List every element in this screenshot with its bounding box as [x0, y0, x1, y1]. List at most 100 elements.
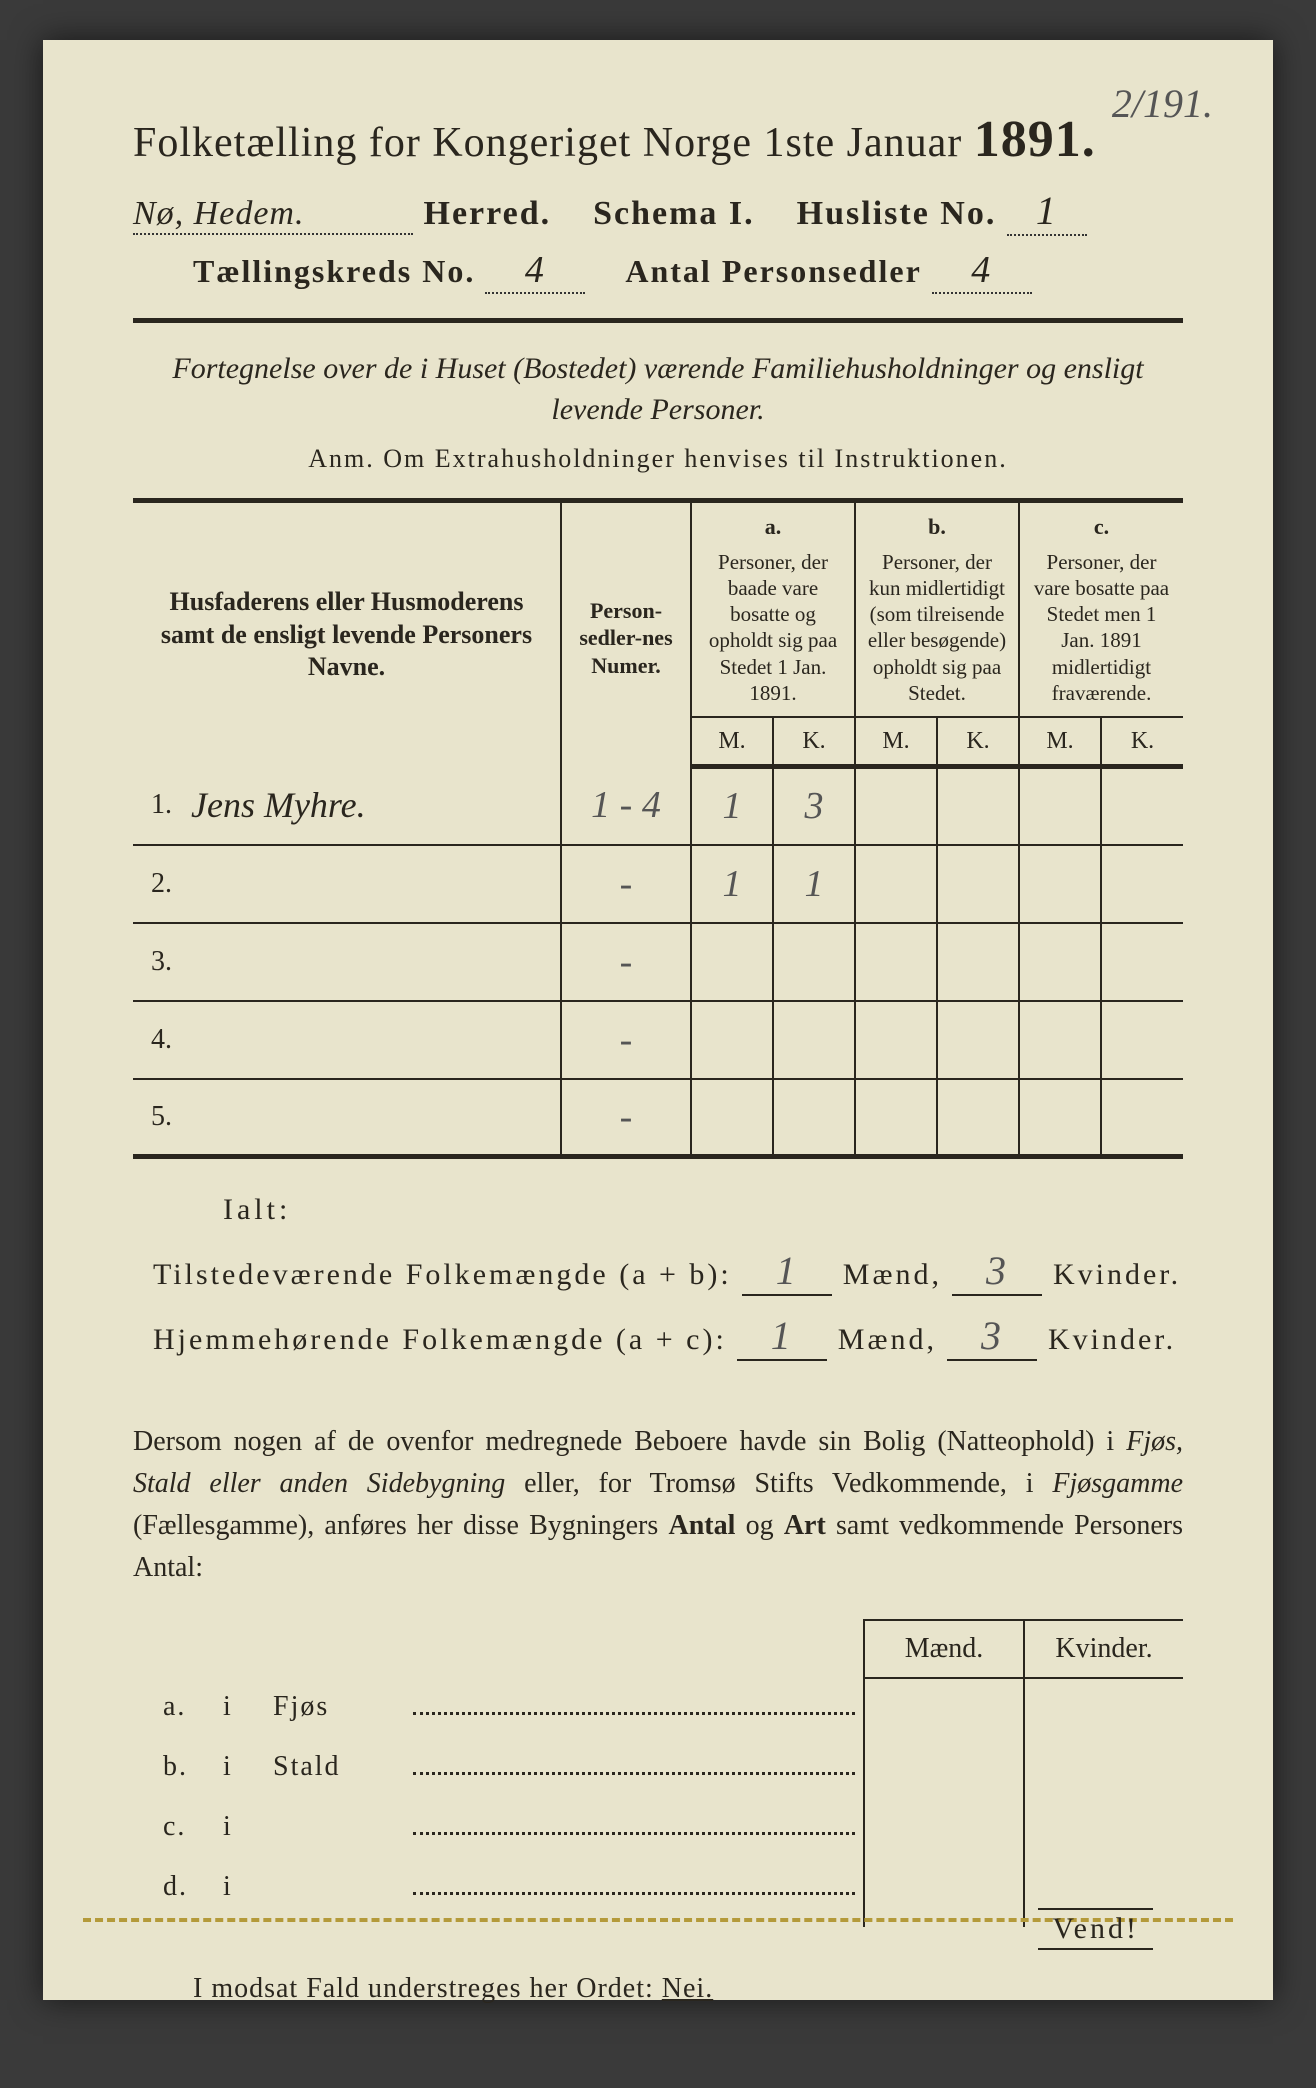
header-line-3: Tællingskreds No. 4 Antal Personsedler 4 — [193, 248, 1183, 294]
lower-label: d. — [163, 1871, 223, 1903]
lower-i: i — [223, 1871, 273, 1903]
row-aK — [773, 923, 855, 1001]
maend-label: Mænd, — [843, 1258, 942, 1291]
dotted-line — [413, 1889, 855, 1895]
dersom-i2: Fjøsgamme — [1052, 1468, 1183, 1499]
row-aM — [691, 1079, 773, 1157]
table-row: 3. - — [133, 923, 1183, 1001]
row-bK — [937, 923, 1019, 1001]
row-bK — [937, 1001, 1019, 1079]
table-body: 1. Jens Myhre. 1 - 4 1 3 2. - 1 1 — [133, 767, 1183, 1157]
col-num-text: Person-sedler-nes Numer. — [579, 598, 672, 678]
col-num-header: Person-sedler-nes Numer. — [561, 501, 691, 767]
a-K: K. — [773, 717, 855, 767]
row-name — [183, 923, 561, 1001]
b-K: K. — [937, 717, 1019, 767]
lower-maend-header: Mænd. — [865, 1621, 1025, 1677]
lower-kvinder-header: Kvinder. — [1025, 1621, 1183, 1677]
lower-right-body — [865, 1679, 1183, 1927]
maend-label: Mænd, — [838, 1323, 937, 1356]
ialt-label: Ialt: — [223, 1193, 1183, 1227]
lower-row: a. i Fjøs — [133, 1677, 863, 1737]
row-name — [183, 1001, 561, 1079]
kvinder-label: Kvinder. — [1053, 1258, 1181, 1291]
row-num: 4. — [133, 1001, 183, 1079]
row-pnum: - — [561, 1001, 691, 1079]
kreds-value: 4 — [485, 248, 585, 294]
col-b-desc: Personer, der kun midlertidigt (som tilr… — [855, 545, 1019, 718]
tilstede-label: Tilstedeværende Folkemængde (a + b): — [153, 1258, 732, 1291]
table-row: 1. Jens Myhre. 1 - 4 1 3 — [133, 767, 1183, 845]
lower-i: i — [223, 1811, 273, 1843]
row-aK — [773, 1079, 855, 1157]
row-cM — [1019, 767, 1101, 845]
corner-annotation: 2/191. — [1112, 80, 1213, 127]
lower-row: b. i Stald — [133, 1737, 863, 1797]
dotted-line — [413, 1829, 855, 1835]
c-M: M. — [1019, 717, 1101, 767]
hjemme-label: Hjemmehørende Folkemængde (a + c): — [153, 1323, 727, 1356]
dersom-paragraph: Dersom nogen af de ovenfor medregnede Be… — [133, 1421, 1183, 1589]
title-year: 1891. — [974, 111, 1096, 168]
lower-right-head: Mænd. Kvinder. — [865, 1619, 1183, 1679]
row-cK — [1101, 1079, 1183, 1157]
lower-what: Fjøs — [273, 1691, 413, 1723]
row-pnum: 1 - 4 — [561, 767, 691, 845]
lower-left: a. i Fjøs b. i Stald c. i d. i — [133, 1619, 863, 1927]
tilstede-line: Tilstedeværende Folkemængde (a + b): 1 M… — [153, 1247, 1183, 1296]
row-aK: 1 — [773, 845, 855, 923]
household-table: Husfaderens eller Husmoderens samt de en… — [133, 498, 1183, 1159]
row-cK — [1101, 767, 1183, 845]
dersom-t3: (Fællesgamme), anføres her disse Bygning… — [133, 1510, 668, 1541]
table-row: 2. - 1 1 — [133, 845, 1183, 923]
title-text: Folketælling for Kongeriget Norge 1ste J… — [133, 120, 962, 166]
row-name: Jens Myhre. — [183, 767, 561, 845]
dotted-line — [413, 1709, 855, 1715]
census-form-page: 2/191. Folketælling for Kongeriget Norge… — [43, 40, 1273, 2000]
row-name — [183, 1079, 561, 1157]
hjemme-line: Hjemmehørende Folkemængde (a + c): 1 Mæn… — [153, 1312, 1183, 1361]
lower-section: a. i Fjøs b. i Stald c. i d. i — [133, 1619, 1183, 1927]
herred-label: Herred. — [424, 195, 552, 232]
row-pnum: - — [561, 923, 691, 1001]
tilstede-k: 3 — [952, 1247, 1042, 1296]
row-num: 3. — [133, 923, 183, 1001]
husliste-label: Husliste No. — [797, 195, 997, 232]
col-c-desc: Personer, der vare bosatte paa Stedet me… — [1019, 545, 1183, 718]
lower-row: d. i — [133, 1857, 863, 1917]
fortegnelse-heading: Fortegnelse over de i Huset (Bostedet) v… — [133, 349, 1183, 430]
row-bM — [855, 845, 937, 923]
row-bM — [855, 767, 937, 845]
row-aK — [773, 1001, 855, 1079]
row-cM — [1019, 1001, 1101, 1079]
antal-value: 4 — [932, 248, 1032, 294]
col-b-label: b. — [855, 501, 1019, 545]
lower-row: c. i — [133, 1797, 863, 1857]
hjemme-m: 1 — [737, 1312, 827, 1361]
row-cM — [1019, 1079, 1101, 1157]
dersom-b1: Antal — [668, 1510, 735, 1541]
lower-label: c. — [163, 1811, 223, 1843]
row-num: 1. — [133, 767, 183, 845]
row-num: 5. — [133, 1079, 183, 1157]
row-bK — [937, 767, 1019, 845]
modsat-line: I modsat Fald understreges her Ordet: Ne… — [193, 1973, 1183, 2005]
row-cM — [1019, 923, 1101, 1001]
row-aK: 3 — [773, 767, 855, 845]
col-c-label: c. — [1019, 501, 1183, 545]
tilstede-m: 1 — [742, 1247, 832, 1296]
col-name-header: Husfaderens eller Husmoderens samt de en… — [133, 501, 561, 767]
row-aM: 1 — [691, 845, 773, 923]
header-line-2: Nø, Hedem. Herred. Schema I. Husliste No… — [133, 187, 1183, 236]
row-bM — [855, 1079, 937, 1157]
col-name-text: Husfaderens eller Husmoderens samt de en… — [161, 587, 532, 681]
row-aM: 1 — [691, 767, 773, 845]
lower-i: i — [223, 1751, 273, 1783]
lower-right: Mænd. Kvinder. — [863, 1619, 1183, 1927]
table-head: Husfaderens eller Husmoderens samt de en… — [133, 501, 1183, 767]
kvinder-label: Kvinder. — [1048, 1323, 1176, 1356]
row-bM — [855, 923, 937, 1001]
lower-label: a. — [163, 1691, 223, 1723]
row-pnum: - — [561, 1079, 691, 1157]
antal-label: Antal Personsedler — [625, 253, 921, 289]
